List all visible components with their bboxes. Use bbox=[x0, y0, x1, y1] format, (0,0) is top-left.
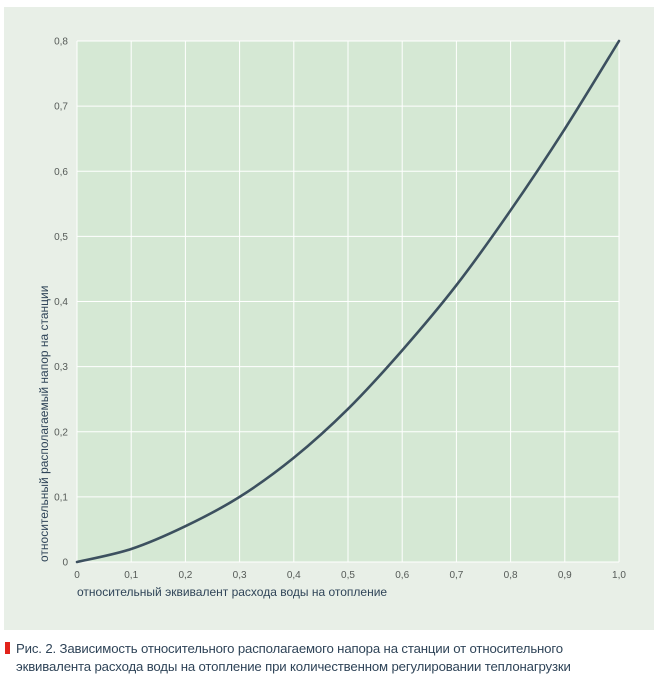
caption-line-1: Рис. 2. Зависимость относительного распо… bbox=[16, 641, 563, 656]
y-tick-label: 0,7 bbox=[54, 102, 68, 113]
caption-line-2: эквивалента расхода воды на отопление пр… bbox=[16, 659, 571, 674]
grid-layer bbox=[76, 40, 620, 563]
y-tick-label: 0 bbox=[62, 558, 68, 569]
x-tick-label: 0,7 bbox=[449, 570, 463, 581]
x-tick-label: 0,4 bbox=[287, 570, 301, 581]
x-tick-label: 0,8 bbox=[504, 570, 518, 581]
y-axis-title: относительный располагаемый напор на ста… bbox=[37, 286, 51, 562]
x-tick-label: 0,9 bbox=[558, 570, 572, 581]
x-tick-label: 0,5 bbox=[341, 570, 355, 581]
y-tick-label: 0,8 bbox=[54, 37, 68, 48]
y-tick-label: 0,1 bbox=[54, 492, 68, 503]
x-tick-label: 0,6 bbox=[395, 570, 409, 581]
x-tick-label: 0,1 bbox=[124, 570, 138, 581]
x-tick-label: 1,0 bbox=[612, 570, 626, 581]
x-tick-label: 0 bbox=[74, 570, 80, 581]
y-tick-label: 0,2 bbox=[54, 427, 68, 438]
figure-caption: Рис. 2. Зависимость относительного распо… bbox=[5, 640, 657, 676]
x-axis-title: относительный эквивалент расхода воды на… bbox=[77, 585, 387, 599]
caption-marker bbox=[5, 642, 10, 654]
series-line-0 bbox=[75, 39, 621, 564]
series-layer bbox=[75, 39, 621, 564]
y-tick-label: 0,5 bbox=[54, 232, 68, 243]
x-tick-label: 0,2 bbox=[178, 570, 192, 581]
tick-label-layer: 0 0,1 0,2 0,3 0,4 0,5 0,6 0,7 0,8 0,9 1,0 0 0,1 0,2 0,… bbox=[54, 37, 626, 582]
y-tick-label: 0,6 bbox=[54, 167, 68, 178]
y-tick-label: 0,3 bbox=[54, 362, 68, 373]
y-tick-label: 0,4 bbox=[54, 297, 68, 308]
x-tick-label: 0,3 bbox=[233, 570, 247, 581]
